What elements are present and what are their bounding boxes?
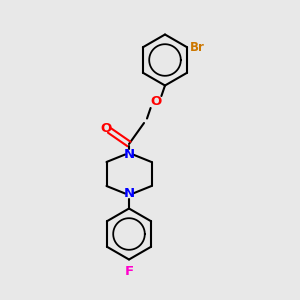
Text: N: N bbox=[123, 148, 135, 161]
Text: Br: Br bbox=[190, 41, 204, 54]
Text: F: F bbox=[124, 265, 134, 278]
Text: O: O bbox=[150, 95, 162, 109]
Text: O: O bbox=[100, 122, 112, 136]
Text: N: N bbox=[123, 187, 135, 200]
